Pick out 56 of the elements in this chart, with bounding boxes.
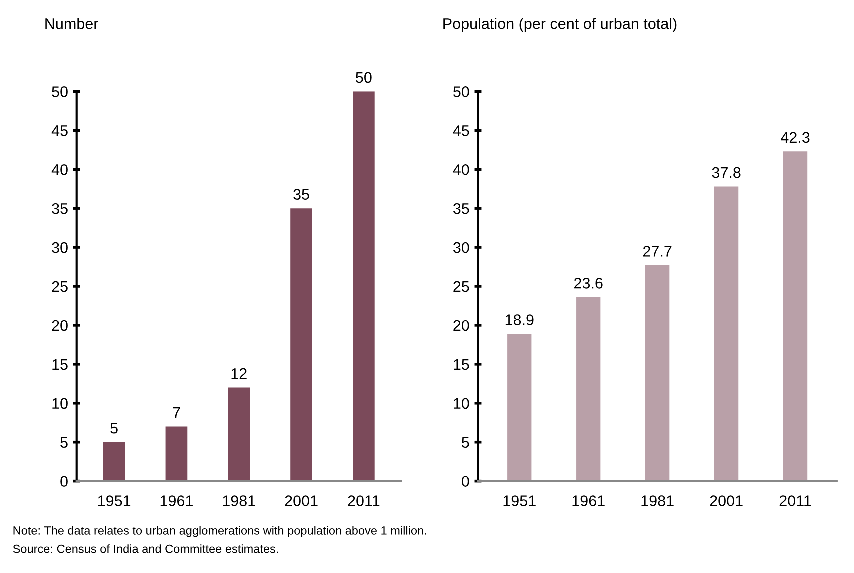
y-tick-label: 40 — [453, 164, 470, 176]
data-label: 50 — [356, 72, 372, 84]
y-tick-label: 20 — [52, 320, 68, 332]
y-tick-label: 25 — [454, 281, 470, 292]
text: Note: The data relates to urban agglomerations with population above 1 million. — [14, 526, 426, 538]
x-tick-label: 2001 — [285, 496, 318, 506]
y-tick-label: 35 — [52, 203, 68, 214]
x-tick-label: 1981 — [642, 496, 674, 506]
bar — [103, 442, 126, 482]
x-tick-label: 1951 — [504, 496, 536, 506]
bar — [714, 186, 739, 482]
y-tick-label: 50 — [52, 86, 68, 98]
x-tick-label: 2011 — [348, 496, 380, 506]
data-label: 37.8 — [712, 167, 741, 178]
y-tick-label: 15 — [454, 359, 470, 370]
y-tick-label: 5 — [462, 437, 470, 448]
y-tick-label: 35 — [453, 203, 470, 214]
bar — [783, 152, 808, 482]
y-tick-label: 25 — [52, 281, 68, 292]
x-tick-label: 1961 — [572, 496, 605, 506]
y-tick-label: 20 — [454, 320, 470, 332]
y-tick-label: 15 — [52, 359, 68, 370]
y-tick-label: 0 — [60, 476, 68, 488]
y-tick-label: 45 — [52, 126, 68, 136]
x-tick-label: 2011 — [780, 496, 812, 506]
y-tick-label: 0 — [462, 476, 470, 488]
source-note: Source: Census of India and Committee estimates. — [13, 544, 278, 554]
chart-title: Number — [46, 18, 98, 30]
data-label: 5 — [110, 423, 118, 434]
y-tick-label: 30 — [52, 242, 68, 254]
bar — [576, 297, 601, 482]
data-label: 27.7 — [643, 246, 672, 257]
data-label: 18.9 — [506, 314, 534, 326]
y-tick-label: 30 — [453, 242, 470, 254]
x-tick-label: 1951 — [98, 496, 131, 506]
bar — [290, 208, 312, 482]
bar — [228, 388, 250, 482]
bar — [646, 265, 670, 482]
y-tick-label: 45 — [453, 126, 470, 136]
bar — [508, 334, 532, 482]
bar — [166, 426, 188, 482]
bar — [353, 92, 375, 482]
data-label: 23.6 — [574, 278, 603, 289]
x-tick-label: 1961 — [160, 496, 193, 506]
chart-title: Population (per cent of urban total) — [444, 18, 677, 32]
y-tick-label: 5 — [60, 437, 68, 448]
data-label: 42.3 — [781, 132, 810, 144]
y-tick-label: 10 — [454, 398, 470, 410]
y-tick-label: 40 — [52, 164, 68, 176]
data-label: 35 — [294, 189, 310, 200]
y-tick-label: 50 — [454, 86, 470, 98]
x-tick-label: 2001 — [710, 496, 743, 506]
x-tick-label: 1981 — [223, 496, 256, 506]
data-label: 12 — [232, 368, 247, 380]
data-label: 7 — [173, 408, 180, 418]
y-tick-label: 10 — [52, 398, 68, 410]
